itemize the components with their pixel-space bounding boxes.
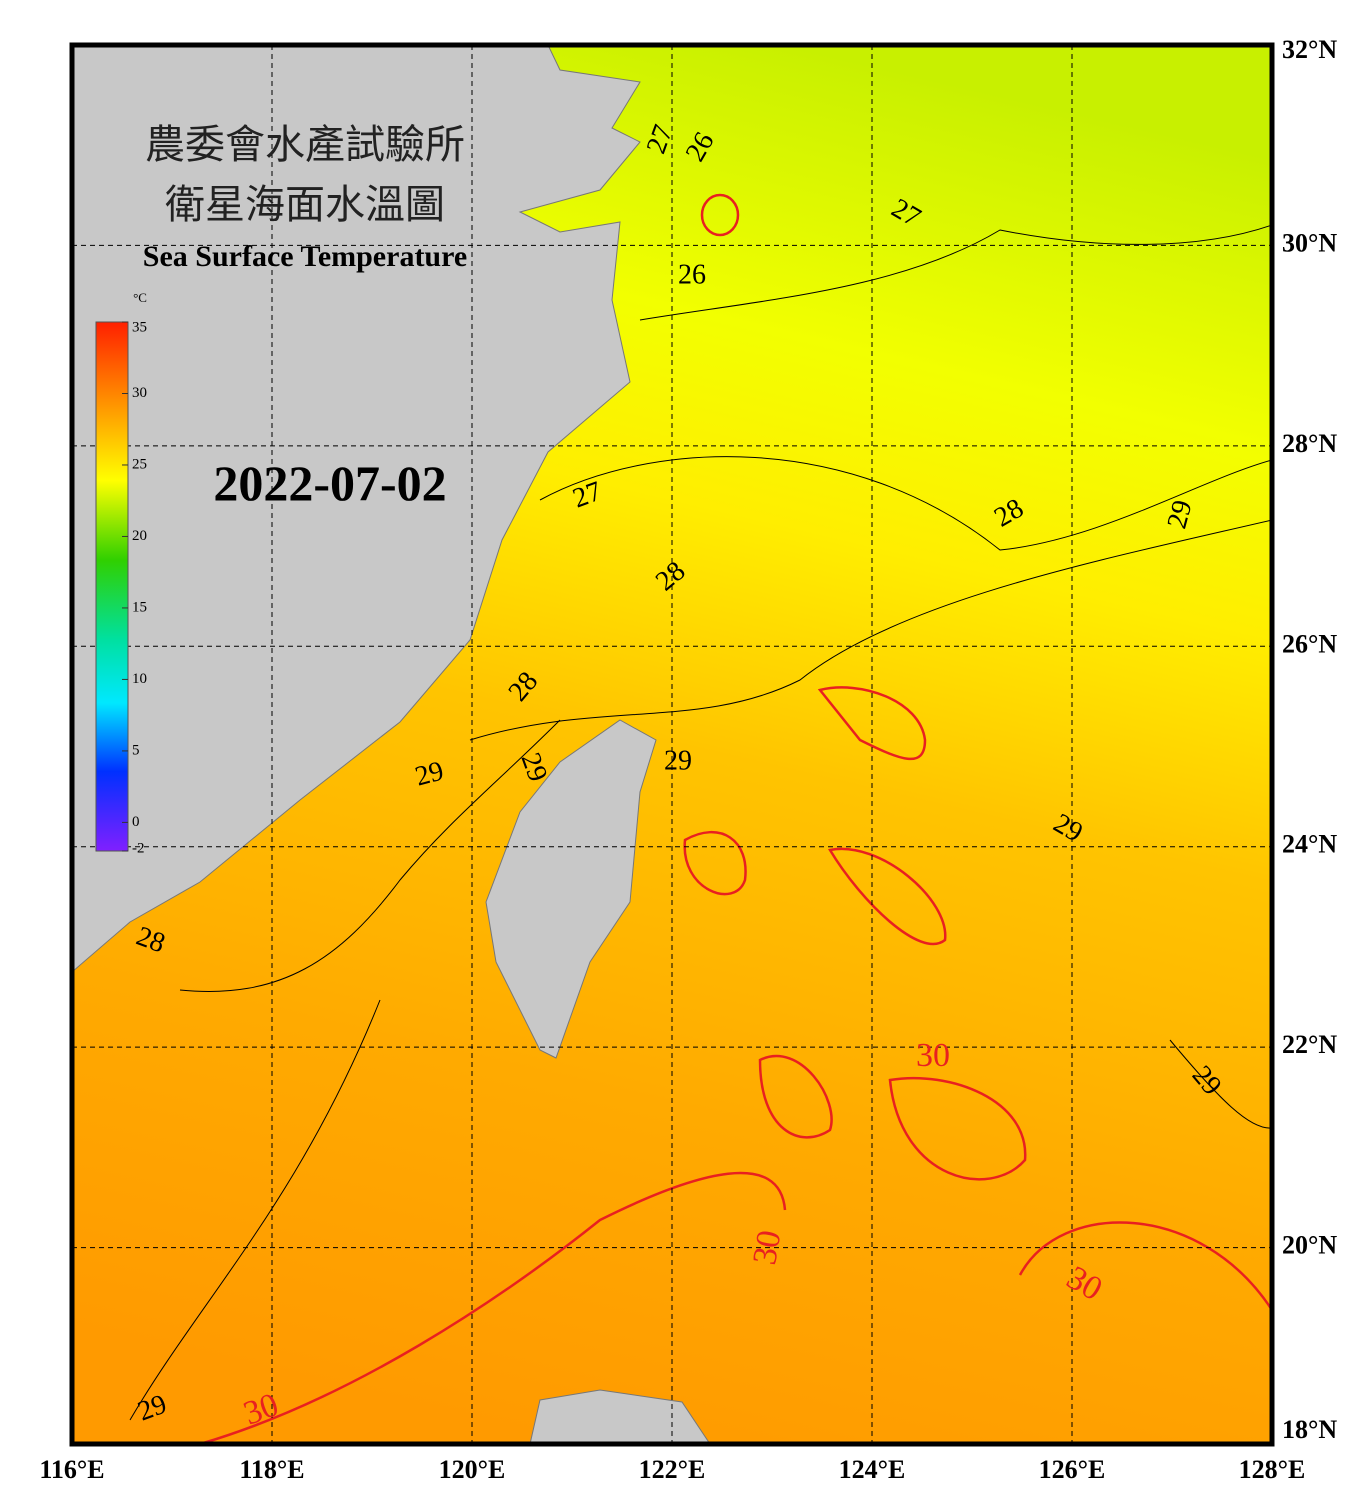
title: 衛星海面水溫圖	[165, 182, 445, 228]
colorbar	[95, 321, 129, 852]
contour-label: 26	[678, 259, 706, 290]
lon-label: 118°E	[239, 1455, 304, 1484]
colorbar-tick-label: 15	[132, 599, 147, 615]
contour-label: 30	[746, 1228, 788, 1268]
date: 2022-07-02	[213, 455, 446, 511]
colorbar-tick-label: 5	[132, 742, 140, 758]
contour-lines	[129, 224, 1272, 1421]
taiwan-land	[485, 719, 657, 1059]
map-frame	[69, 42, 1275, 1447]
lat-label: 22°N	[1282, 1030, 1337, 1059]
subtitle: Sea Surface Temperature	[143, 240, 467, 273]
contour-label: 29	[664, 745, 692, 776]
colorbar-tick-label: 30	[132, 385, 147, 401]
lat-label: 30°N	[1282, 228, 1337, 257]
lon-label: 126°E	[1039, 1455, 1106, 1484]
colorbar-tick-label: -2	[132, 840, 145, 856]
axes: 116°E 118°E 120°E 122°E 124°E 126°E 128°E 18°N 2…	[39, 35, 1337, 1484]
title: 農委會水產試驗所	[145, 122, 465, 168]
colorbar-tick-label: 25	[132, 456, 147, 472]
lat-label: 28°N	[1282, 429, 1337, 458]
lon-label: 124°E	[839, 1455, 906, 1484]
lat-label: 24°N	[1282, 830, 1337, 859]
lat-label: 20°N	[1282, 1231, 1337, 1260]
contour-lines-30	[199, 193, 1272, 1444]
lat-label: 32°N	[1282, 35, 1337, 64]
lat-label: 26°N	[1282, 629, 1337, 658]
colorbar-unit: °C	[133, 290, 147, 305]
lon-label: 116°E	[39, 1455, 104, 1484]
lat-label: 18°N	[1282, 1415, 1337, 1444]
china-land	[72, 45, 641, 973]
colorbar-tick-label: 0	[132, 814, 140, 830]
luzon-land	[529, 1389, 711, 1444]
lon-label: 128°E	[1239, 1455, 1306, 1484]
contour-label: 30	[916, 1037, 950, 1074]
colorbar-tick-label: 10	[132, 671, 147, 687]
lon-label: 122°E	[639, 1455, 706, 1484]
colorbar-tick-label: 20	[132, 528, 147, 544]
lon-label: 120°E	[439, 1455, 506, 1484]
graticule	[72, 45, 1272, 1444]
colorbar-tick-label: 35	[132, 319, 147, 335]
